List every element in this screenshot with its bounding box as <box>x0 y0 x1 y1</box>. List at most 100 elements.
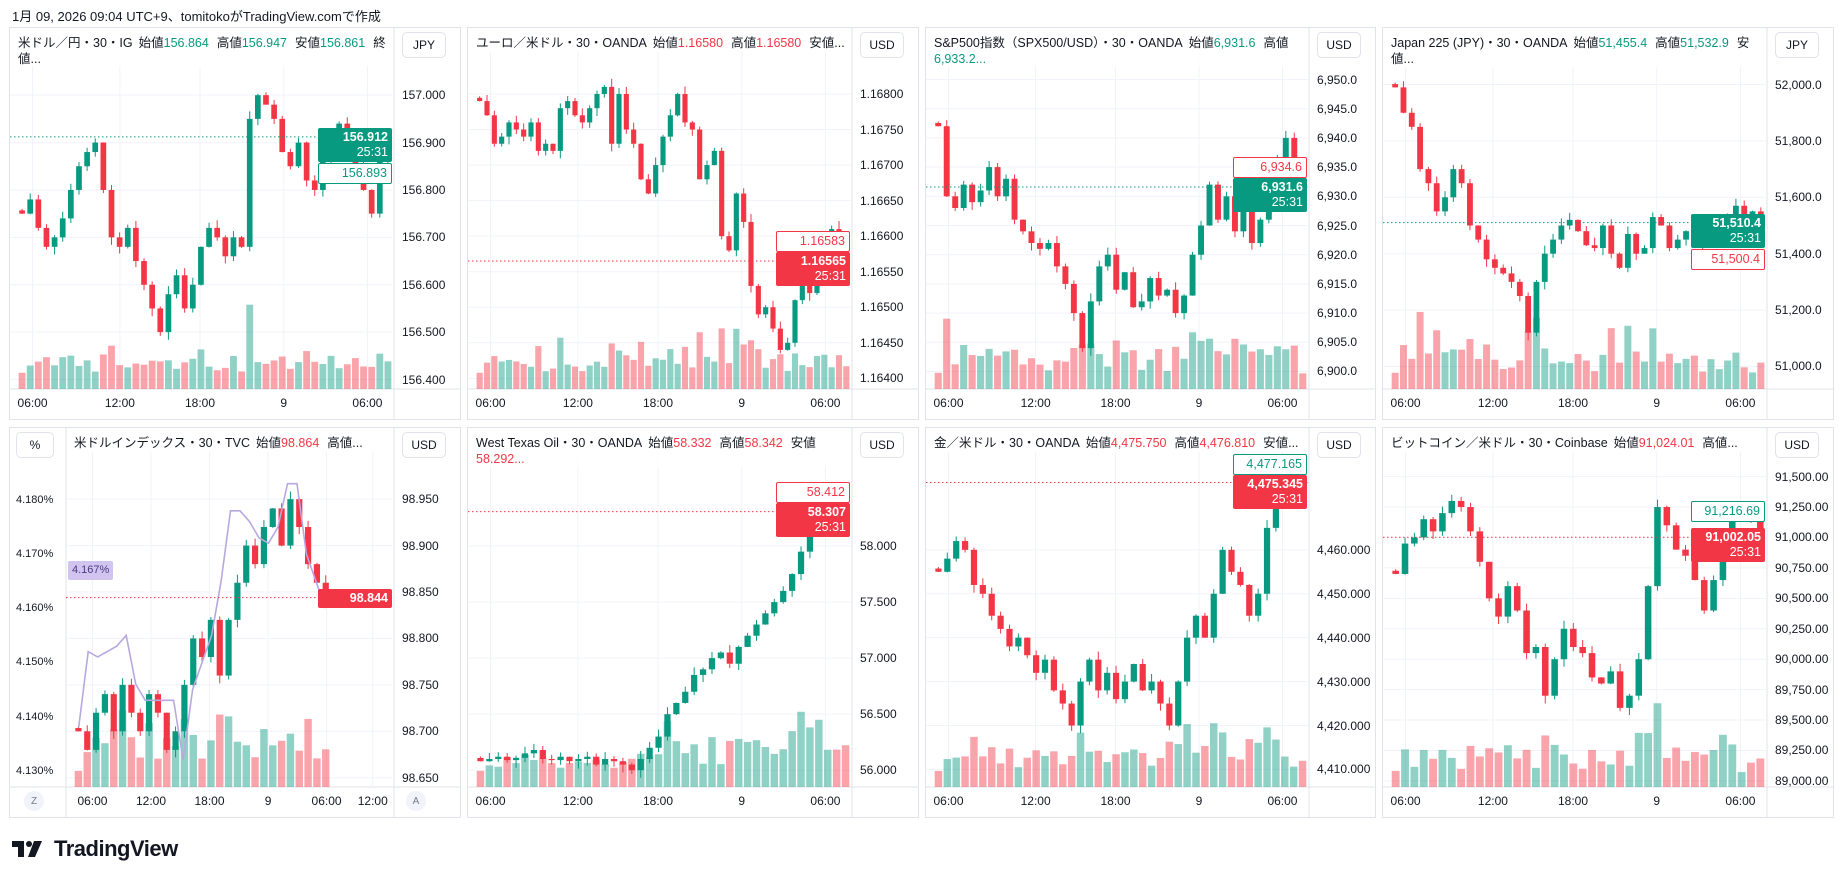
chart-canvas[interactable] <box>468 428 918 817</box>
candle-body <box>1483 239 1490 260</box>
volume-bar <box>1607 328 1615 389</box>
symbol-legend[interactable]: West Texas Oil・30・OANDA 始値58.332 高値58.342 安… <box>476 435 846 467</box>
candle-body <box>1558 225 1565 240</box>
candle-body <box>1087 301 1094 349</box>
currency-button[interactable]: USD <box>402 432 446 458</box>
volume-bar <box>1121 752 1129 787</box>
volume-bar <box>1265 354 1273 389</box>
percent-tick-label: 4.180% <box>16 493 54 506</box>
zoom-reset-button[interactable]: Z <box>24 791 44 811</box>
price-tick-label: 156.600 <box>402 277 446 292</box>
chart-canvas[interactable] <box>926 428 1375 817</box>
volume-bar <box>564 364 571 389</box>
chart-canvas[interactable] <box>926 28 1375 419</box>
symbol-legend[interactable]: S&P500指数（SPX500/USD）・30・OANDA 始値6,931.6 高値… <box>934 35 1303 67</box>
candle-body <box>1450 169 1457 198</box>
candle-body <box>92 142 99 153</box>
symbol-legend[interactable]: 米ドル／円・30・IG 始値156.864 高値156.947 安値156.861 終値… <box>18 35 388 67</box>
currency-button[interactable]: USD <box>1317 432 1361 458</box>
symbol-legend[interactable]: ユーロ／米ドル・30・OANDA 始値1.16580 高値1.16580 安値... <box>476 35 845 51</box>
symbol-legend[interactable]: Japan 225 (JPY)・30・OANDA 始値51,455.4 高値51,5… <box>1391 35 1761 67</box>
ohlc-value: 58.292... <box>476 452 525 466</box>
price-tick-label: 90,500.00 <box>1775 591 1829 606</box>
candle-body <box>1570 628 1577 648</box>
percent-scale-button[interactable]: % <box>16 432 54 458</box>
candle-body <box>477 757 484 762</box>
currency-button[interactable]: USD <box>860 32 904 58</box>
volume-bar <box>360 366 367 389</box>
volume-bar <box>1503 745 1512 787</box>
candle-body <box>609 86 615 144</box>
candle-body <box>1417 126 1423 170</box>
candle-body <box>1028 231 1035 244</box>
ohlc-value: 51,455.4 <box>1598 36 1648 50</box>
currency-button[interactable]: USD <box>860 432 904 458</box>
ohlc-label: 始値 <box>652 36 678 50</box>
volume-bar <box>521 754 529 787</box>
chart-panel-dxy[interactable]: 98.950 98.900 98.850 98.800 98.750 98.700 98.6… <box>9 427 461 818</box>
time-tick-label: 18:00 <box>642 794 674 808</box>
chart-panel-spx500[interactable]: 6,950.0 6,945.0 6,940.0 6,935.0 6,930.0 6,925… <box>925 27 1376 420</box>
chart-panel-gold[interactable]: 4,460.000 4,450.000 4,440.000 4,430.000 4,42… <box>925 427 1376 818</box>
volume-bar <box>1095 354 1103 389</box>
symbol-legend[interactable]: 米ドルインデックス・30・TVC 始値98.864 高値... <box>74 435 363 451</box>
volume-bar <box>91 371 99 389</box>
chart-canvas[interactable] <box>1383 428 1833 817</box>
candle-body <box>75 728 82 732</box>
chart-panel-usdjpy[interactable]: 157.000 156.900 156.800 156.700 156.600 156.5… <box>9 27 461 420</box>
price-tick-label: 51,400.0 <box>1775 246 1822 261</box>
time-tick-label: 9 <box>1195 396 1203 410</box>
chart-canvas[interactable] <box>1383 28 1833 419</box>
candle-body <box>1166 703 1173 726</box>
chart-canvas[interactable] <box>10 428 460 817</box>
chart-canvas[interactable] <box>468 28 918 419</box>
candle-body <box>225 619 232 676</box>
currency-button[interactable]: JPY <box>1775 32 1819 58</box>
volume-bar <box>979 756 987 787</box>
symbol-legend[interactable]: 金／米ドル・30・OANDA 始値4,475.750 高値4,476.810 安値..… <box>934 435 1299 451</box>
candle-body <box>1121 272 1128 290</box>
volume-bar <box>1104 366 1112 389</box>
time-tick-label: 06:00 <box>933 794 964 808</box>
volume-bar <box>295 362 302 389</box>
price-tick-label: 1.16700 <box>860 158 904 173</box>
candle-body <box>287 152 294 167</box>
last-price-label: 4,475.345 25:31 <box>1233 475 1307 509</box>
candle-body <box>1591 245 1598 249</box>
ohlc-label: 安値 <box>790 436 816 450</box>
time-tick-label: 06:00 <box>77 794 108 808</box>
volume-bar <box>132 363 140 389</box>
candle-body <box>1467 507 1474 532</box>
chart-panel-wti[interactable]: 58.000 57.500 57.000 56.500 56.000 06:00 12:00… <box>467 427 919 818</box>
currency-button[interactable]: USD <box>1775 432 1819 458</box>
symbol-legend[interactable]: ビットコイン／米ドル・30・Coinbase 始値91,024.01 高値... <box>1391 435 1738 451</box>
candle-body <box>1683 231 1689 240</box>
currency-button[interactable]: JPY <box>402 32 446 58</box>
volume-bar <box>238 371 246 389</box>
chart-panel-japan225[interactable]: 52,000.0 51,800.0 51,600.0 51,400.0 51,200.0… <box>1382 27 1834 420</box>
candle-body <box>711 150 717 166</box>
volume-bar <box>1541 348 1549 389</box>
currency-button[interactable]: USD <box>1317 32 1361 58</box>
candle-body <box>1215 184 1221 220</box>
chart-canvas[interactable] <box>10 28 460 419</box>
volume-bar <box>189 734 197 787</box>
tradingview-logo[interactable]: TradingView <box>12 836 178 862</box>
chart-panel-eurusd[interactable]: 1.16800 1.16750 1.16700 1.16650 1.16600 1.165… <box>467 27 919 420</box>
candle-body <box>1598 677 1605 684</box>
price-tick-label: 90,000.00 <box>1775 652 1829 667</box>
volume-bar <box>164 360 172 389</box>
candle-body <box>59 218 66 238</box>
volume-bar <box>18 372 26 389</box>
price-tick-label: 156.900 <box>402 135 446 150</box>
chart-panel-bitcoin[interactable]: 91,500.00 91,250.00 91,000.00 90,750.00 90,5… <box>1382 427 1834 818</box>
time-tick-label: 06:00 <box>933 396 964 410</box>
candle-body <box>944 558 951 572</box>
candle-body <box>994 167 1001 197</box>
last-price-value: 91,002.05 <box>1705 530 1761 545</box>
candle-body <box>780 590 787 603</box>
candle-body <box>1147 278 1154 302</box>
auto-scale-button[interactable]: A <box>406 791 426 811</box>
volume-bar <box>630 359 637 389</box>
volume-bar <box>1210 723 1218 787</box>
